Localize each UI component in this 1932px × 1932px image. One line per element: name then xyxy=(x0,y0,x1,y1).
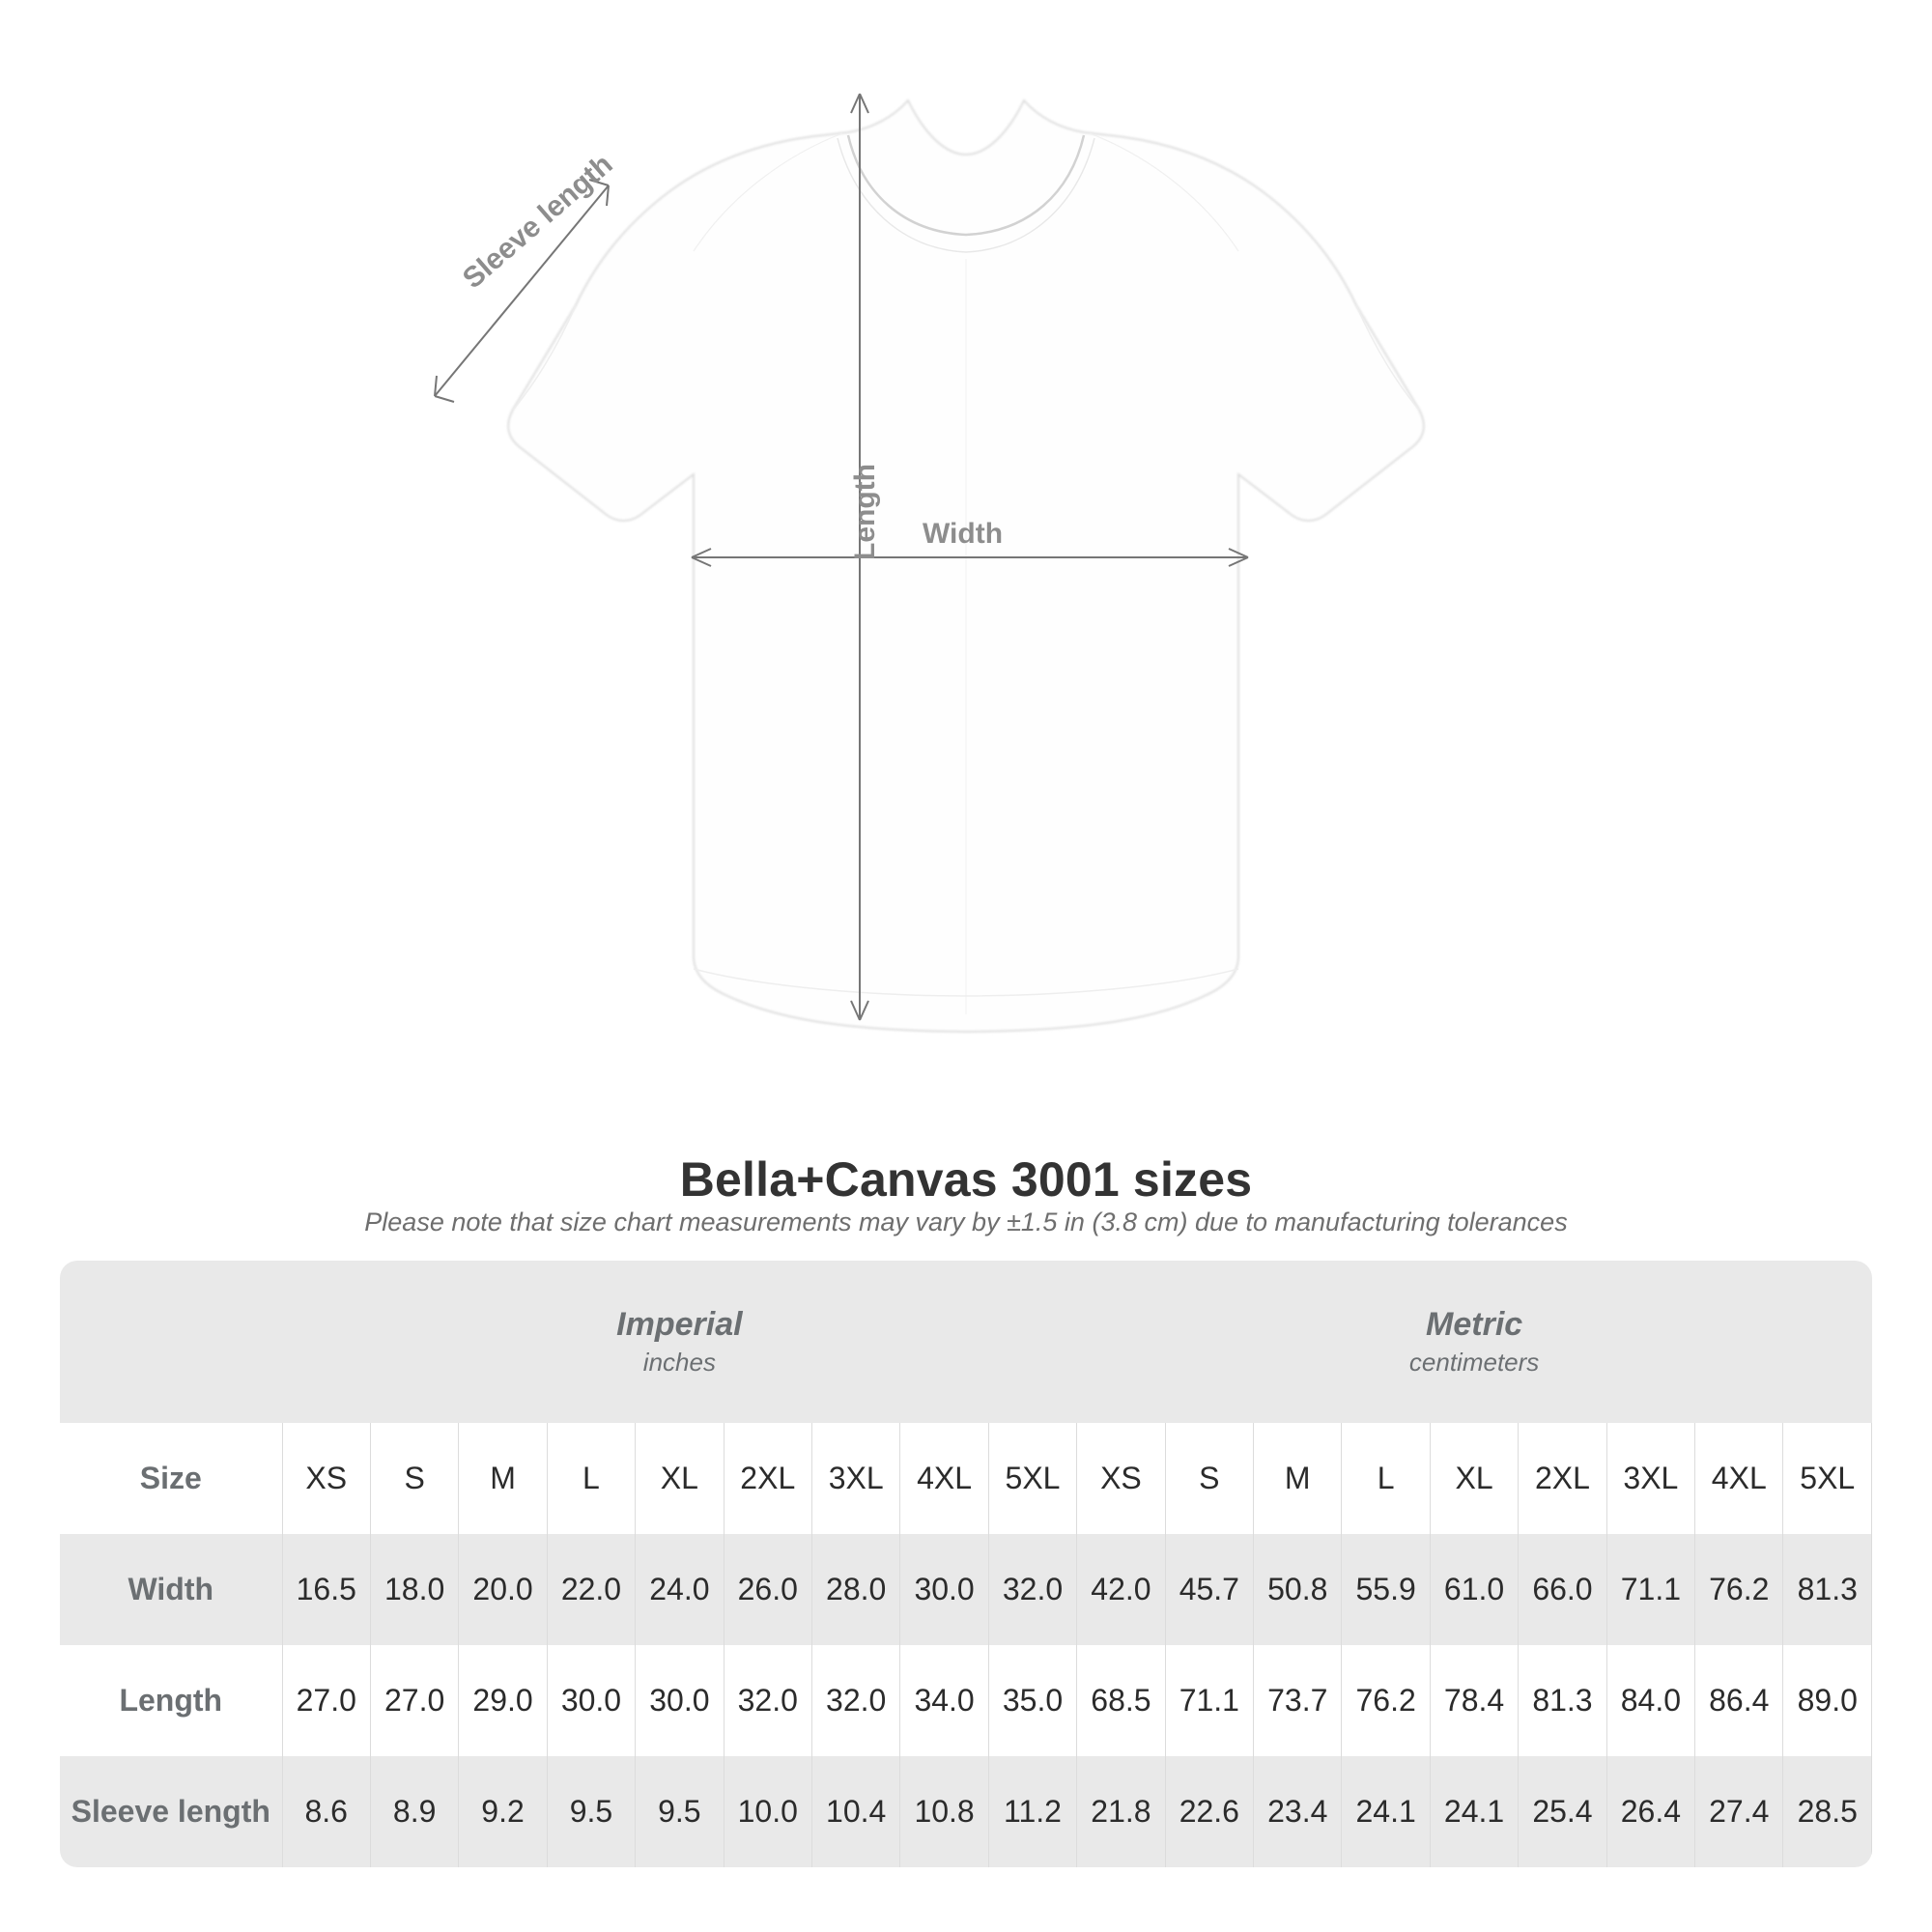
svg-text:Length: Length xyxy=(849,464,881,560)
svg-text:Width: Width xyxy=(923,518,1003,550)
